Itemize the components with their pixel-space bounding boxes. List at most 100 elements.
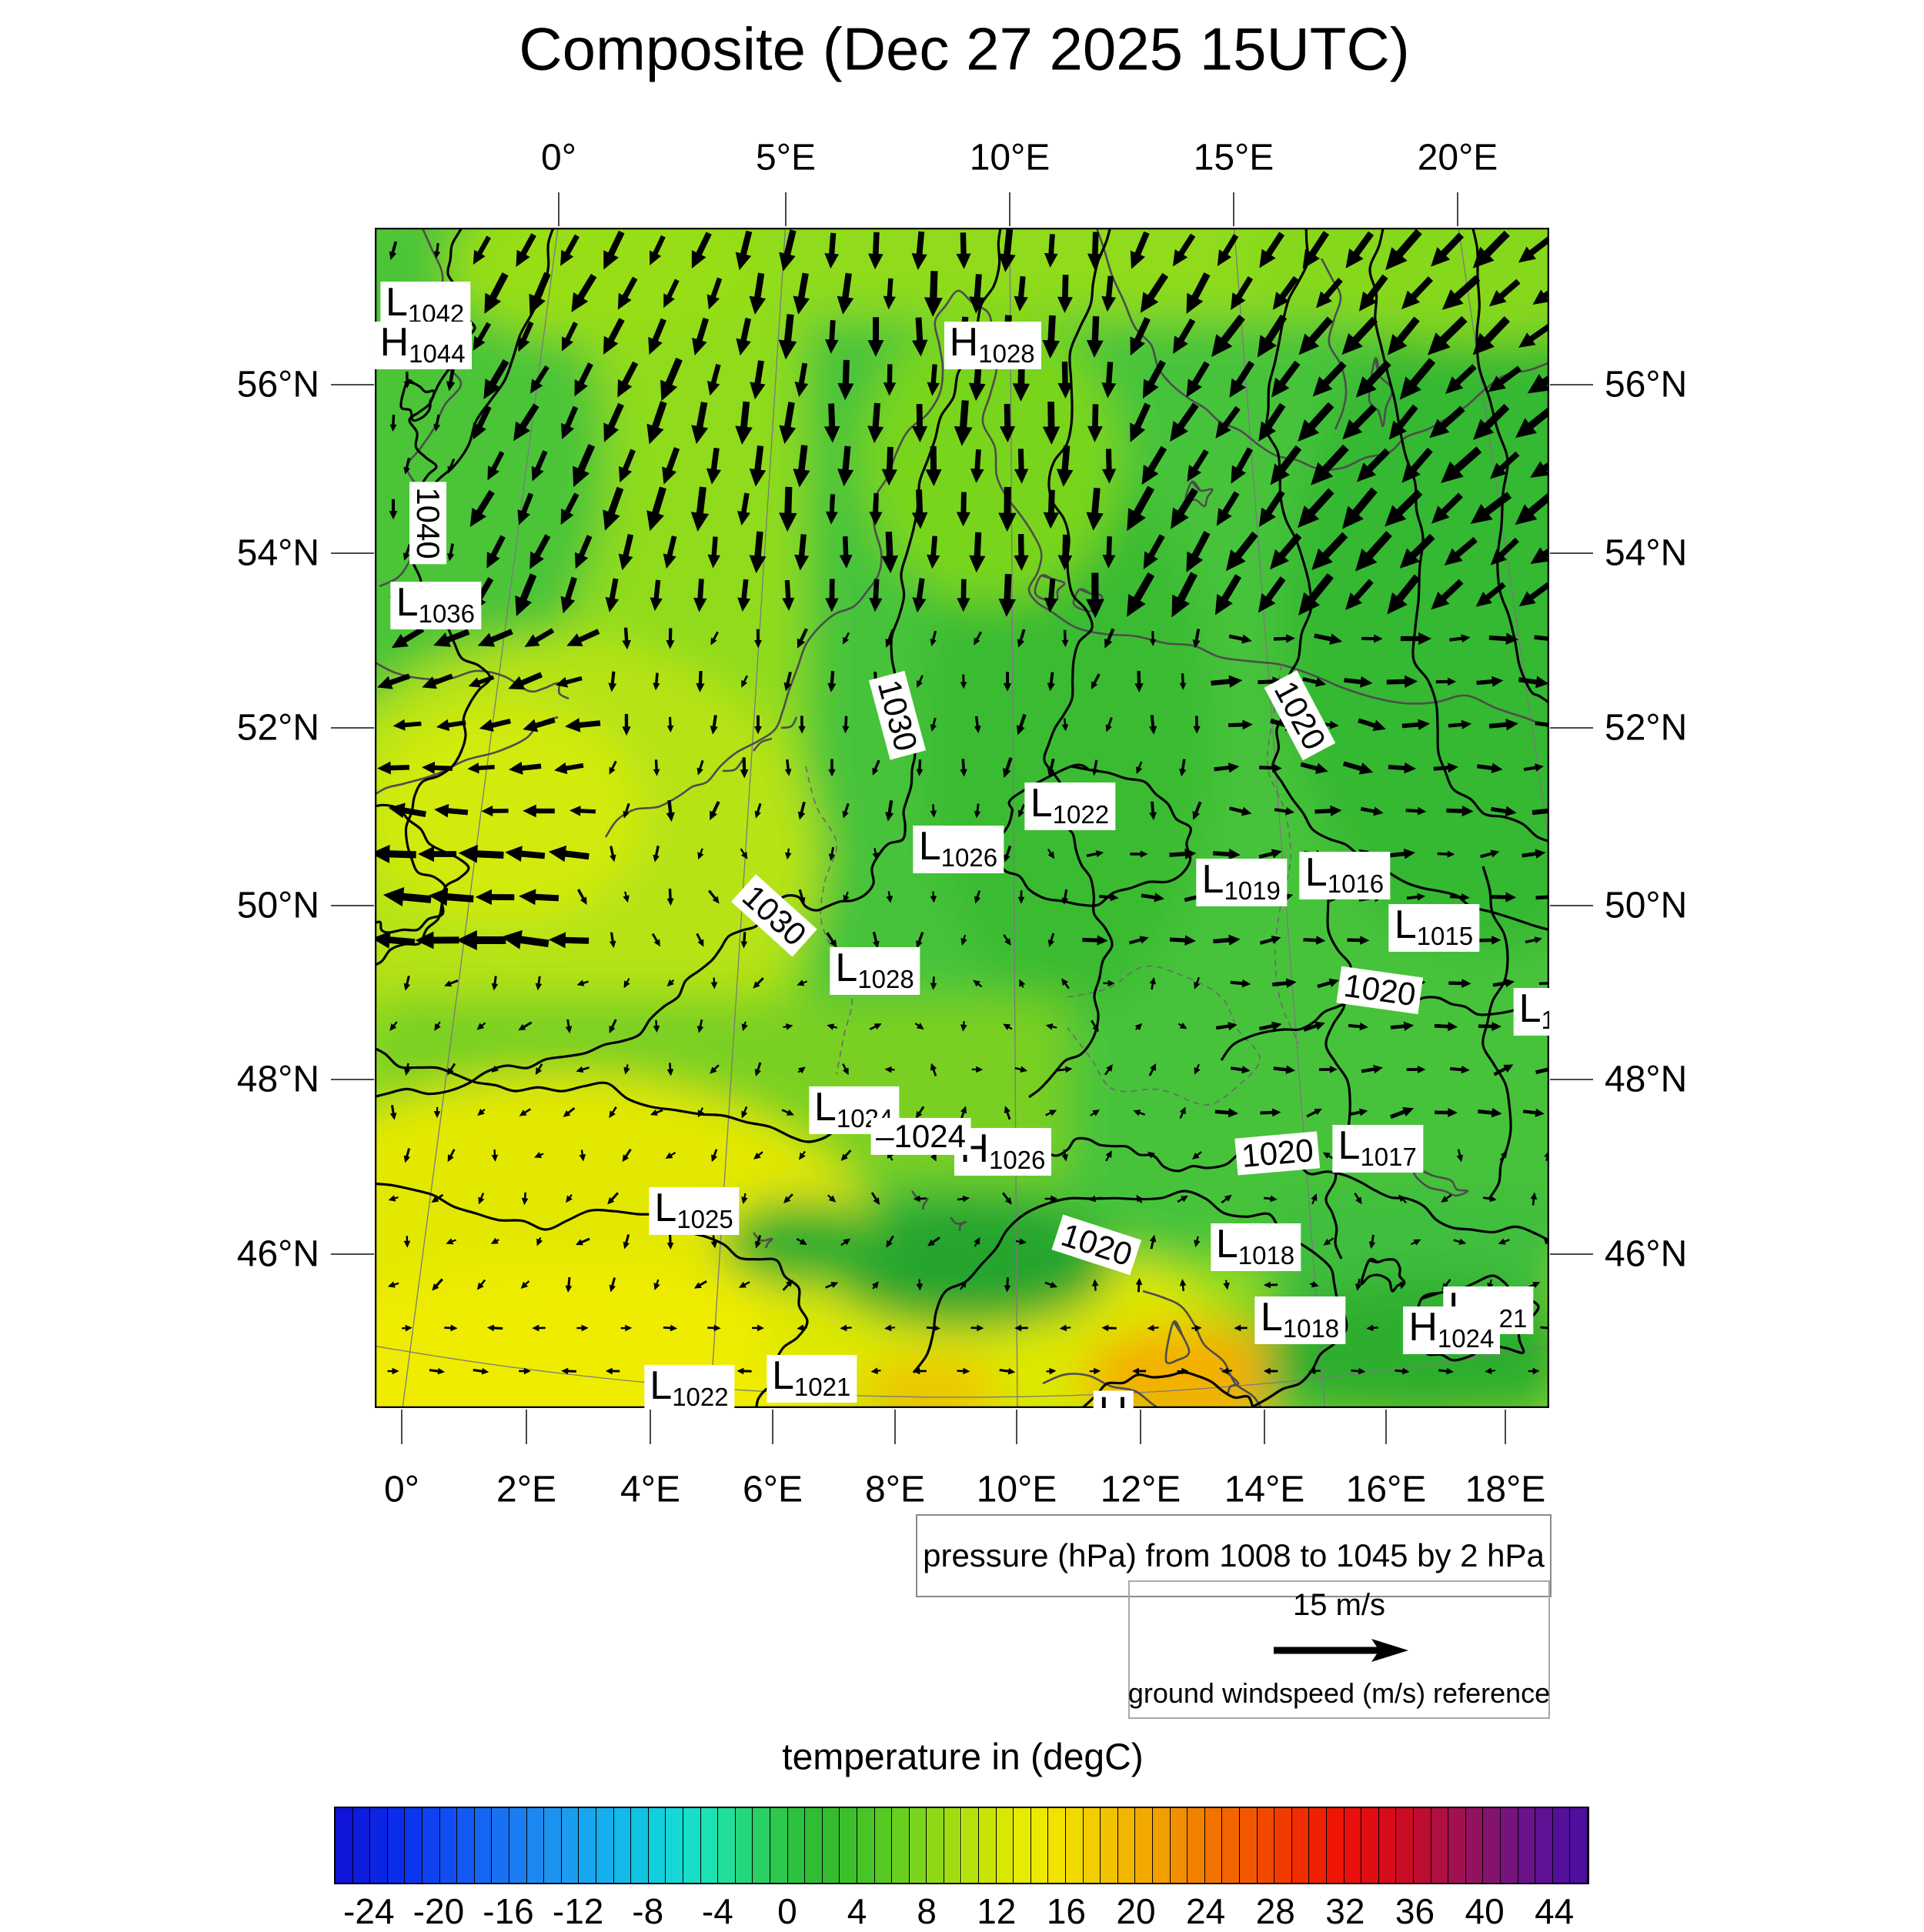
pressure-center-type: H xyxy=(1408,1307,1438,1347)
pressure-center-value: 1044 xyxy=(409,341,465,366)
axis-tick xyxy=(1550,552,1593,554)
axis-label-bottom: 8°E xyxy=(865,1469,925,1511)
pressure-center-type: H xyxy=(950,322,979,362)
colorbar-cell xyxy=(423,1808,440,1883)
axis-label-right: 54°N xyxy=(1605,532,1687,575)
colorbar-cell xyxy=(840,1808,857,1883)
colorbar-cell xyxy=(736,1808,753,1883)
axis-tick xyxy=(1385,1410,1387,1444)
axis-tick xyxy=(1233,192,1234,226)
colorbar-cell xyxy=(1187,1808,1205,1883)
colorbar-tick-label: -24 xyxy=(343,1890,394,1932)
colorbar-tick-label: -4 xyxy=(702,1890,733,1932)
colorbar-cell xyxy=(1535,1808,1553,1883)
pressure-center-value: 1018 xyxy=(1238,1243,1294,1268)
axis-tick xyxy=(1016,1410,1017,1444)
colorbar-cell xyxy=(649,1808,666,1883)
colorbar-cell xyxy=(475,1808,493,1883)
axis-tick xyxy=(772,1410,773,1444)
colorbar-cell xyxy=(1501,1808,1518,1883)
axis-tick xyxy=(650,1410,651,1444)
colorbar-cell xyxy=(1309,1808,1327,1883)
pressure-center-type: H xyxy=(1099,1392,1128,1408)
axis-label-bottom: 4°E xyxy=(620,1469,680,1511)
colorbar-cell xyxy=(1171,1808,1188,1883)
pressure-center-value: 1019 xyxy=(1224,878,1280,903)
colorbar-cell xyxy=(562,1808,580,1883)
colorbar-cell xyxy=(1135,1808,1153,1883)
weather-map xyxy=(375,228,1549,1408)
colorbar-cell xyxy=(701,1808,719,1883)
pressure-center-label: H xyxy=(1094,1391,1134,1408)
axis-tick xyxy=(331,552,374,554)
axis-label-bottom: 14°E xyxy=(1224,1469,1305,1511)
axis-label-top: 20°E xyxy=(1418,137,1498,179)
colorbar-tick-label: -16 xyxy=(483,1890,533,1932)
colorbar-cell xyxy=(1205,1808,1223,1883)
colorbar-cell xyxy=(718,1808,736,1883)
pressure-center-type: H xyxy=(380,322,409,362)
axis-tick xyxy=(558,192,559,226)
axis-tick xyxy=(331,1253,374,1255)
axis-tick xyxy=(331,1079,374,1080)
colorbar-tick-label: 44 xyxy=(1535,1890,1574,1932)
axis-tick xyxy=(1505,1410,1506,1444)
colorbar-tick-label: 0 xyxy=(777,1890,797,1932)
pressure-center-value: 1022 xyxy=(672,1384,728,1408)
contour-inline-label: –1024 xyxy=(870,1118,971,1155)
pressure-center-value: 1016 xyxy=(1328,871,1384,896)
pressure-center-type: L xyxy=(650,1366,672,1406)
colorbar-tick-label: 24 xyxy=(1186,1890,1225,1932)
pressure-center-type: L xyxy=(1216,1224,1238,1264)
colorbar-cell xyxy=(927,1808,944,1883)
axis-tick xyxy=(894,1410,896,1444)
colorbar-tick-label: -8 xyxy=(632,1890,663,1932)
axis-label-bottom: 6°E xyxy=(743,1469,803,1511)
pressure-center-value: 1022 xyxy=(1053,802,1109,827)
colorbar-cell xyxy=(353,1808,371,1883)
pressure-center-type: L xyxy=(1030,783,1053,823)
axis-label-right: 52°N xyxy=(1605,707,1687,749)
axis-label-top: 5°E xyxy=(756,137,816,179)
colorbar-tick-label: 8 xyxy=(917,1890,937,1932)
pressure-center-type: L xyxy=(654,1188,676,1228)
colorbar-cell xyxy=(997,1808,1014,1883)
colorbar-cell xyxy=(944,1808,962,1883)
colorbar-cell xyxy=(1274,1808,1292,1883)
colorbar-tick-label: 36 xyxy=(1395,1890,1435,1932)
colorbar-cell xyxy=(1379,1808,1397,1883)
axis-tick xyxy=(331,905,374,906)
wind-reference-caption: ground windspeed (m/s) reference xyxy=(1128,1677,1550,1710)
colorbar-cell xyxy=(1101,1808,1118,1883)
colorbar-cell xyxy=(1431,1808,1449,1883)
colorbar-cell xyxy=(1258,1808,1275,1883)
axis-tick xyxy=(1550,727,1593,729)
axis-label-bottom: 2°E xyxy=(496,1469,556,1511)
colorbar-cell xyxy=(596,1808,614,1883)
colorbar-cell xyxy=(614,1808,632,1883)
pressure-center-value: 1025 xyxy=(676,1206,733,1232)
colorbar-cell xyxy=(1518,1808,1536,1883)
colorbar-cell xyxy=(823,1808,840,1883)
colorbar-cell xyxy=(857,1808,875,1883)
axis-label-left: 54°N xyxy=(237,532,319,575)
pressure-center-value: 1017 xyxy=(1360,1144,1416,1170)
axis-tick xyxy=(1009,192,1010,226)
colorbar xyxy=(334,1807,1589,1884)
colorbar-tick-label: 20 xyxy=(1116,1890,1155,1932)
axis-label-bottom: 18°E xyxy=(1465,1469,1546,1511)
axis-tick xyxy=(331,384,374,385)
axis-label-bottom: 10°E xyxy=(977,1469,1057,1511)
pressure-center-type: L xyxy=(1202,859,1224,899)
